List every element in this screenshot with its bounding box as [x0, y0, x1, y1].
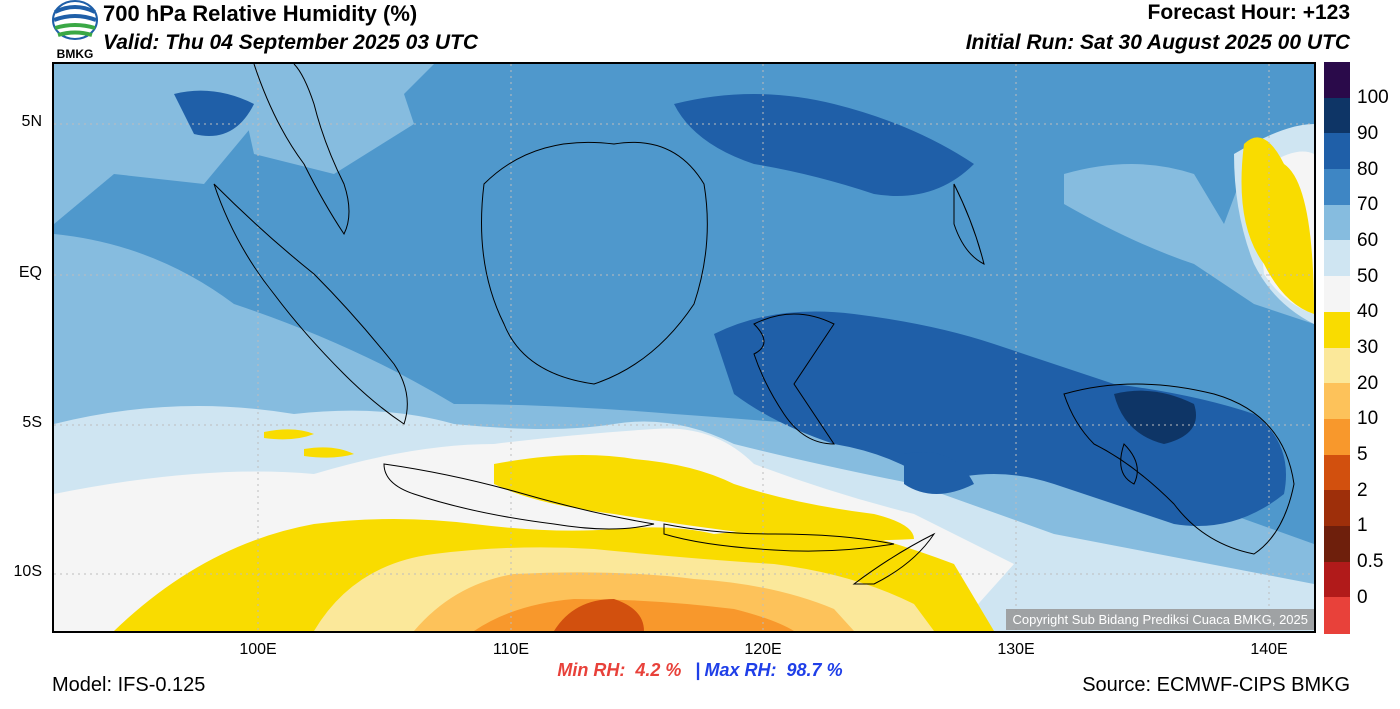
colorbar-segment [1324, 133, 1350, 170]
lon-label-140e: 140E [1250, 641, 1288, 658]
colorbar-label: 1 [1357, 515, 1368, 537]
colorbar-segment [1324, 597, 1350, 634]
stats-separator: | [695, 660, 701, 680]
colorbar-label: 80 [1357, 158, 1379, 180]
sumatra-coast [213, 183, 408, 425]
field-2-5 [554, 599, 644, 631]
halmahera-coast [953, 183, 985, 265]
logo-text: BMKG [57, 47, 94, 60]
bmkg-logo-icon: BMKG [50, 0, 100, 61]
initial-run: Initial Run: Sat 30 August 2025 00 UTC [965, 31, 1350, 54]
rh-stats: Min RH: 4.2 % | Max RH: 98.7 % [0, 660, 1400, 681]
field-30-40-java-sea [494, 455, 914, 541]
colorbar-label: 10 [1357, 408, 1379, 430]
field-80-90-north [674, 94, 974, 196]
chart-title: 700 hPa Relative Humidity (%) [103, 1, 418, 26]
colorbar-segment [1324, 347, 1350, 384]
aru-coast [1120, 443, 1138, 485]
new-guinea-coast [1063, 383, 1295, 555]
colorbar-segment [1324, 97, 1350, 134]
colorbar-label: 60 [1357, 229, 1379, 251]
field-30-40-patch-west [264, 429, 314, 440]
colorbar-segment [1324, 561, 1350, 598]
coastlines [213, 64, 1295, 585]
colorbar-segment [1324, 525, 1350, 563]
colorbar-label: 20 [1357, 372, 1379, 394]
humidity-map[interactable] [52, 62, 1316, 633]
colorbar-segment [1324, 490, 1350, 527]
min-rh-label: Min RH: [557, 660, 626, 680]
borneo-coast [481, 141, 708, 385]
colorbar-segment [1324, 454, 1350, 491]
colorbar-segment [1324, 311, 1350, 348]
lat-label-5s: 5S [22, 414, 42, 431]
malaya-coast [253, 64, 350, 235]
colorbar-segment [1324, 169, 1350, 206]
colorbar-segment [1324, 276, 1350, 313]
colorbar-segment [1324, 418, 1350, 456]
valid-time: Valid: Thu 04 September 2025 03 UTC [103, 31, 479, 54]
field-80-90-east [714, 311, 1286, 526]
colorbar-label: 2 [1357, 479, 1368, 501]
field-60-70-malaya [234, 64, 414, 174]
lon-label-130e: 130E [997, 641, 1035, 658]
timor-coast [852, 532, 936, 585]
model-name: Model: IFS-0.125 [52, 674, 206, 696]
field-80-90-banda [904, 452, 974, 494]
lon-label-100e: 100E [239, 641, 277, 658]
field-30-40-pacific [1241, 137, 1314, 314]
colorbar-label: 5 [1357, 444, 1368, 466]
colorbar-label: 30 [1357, 337, 1379, 358]
forecast-hour: Forecast Hour: +123 [1147, 1, 1351, 24]
lat-label-5n: 5N [21, 113, 42, 130]
colorbar-segment [1324, 62, 1350, 99]
field-90-100 [1114, 390, 1196, 444]
java-coast [383, 463, 655, 530]
field-80-90-northwest [174, 90, 254, 136]
colorbar [1324, 62, 1350, 634]
colorbar-label: 0 [1357, 586, 1368, 608]
colorbar-segment [1324, 204, 1350, 241]
data-source: Source: ECMWF-CIPS BMKG [1082, 674, 1350, 696]
max-rh-value: 98.7 % [786, 660, 843, 680]
colorbar-label: 50 [1357, 265, 1379, 287]
copyright-notice: Copyright Sub Bidang Prediksi Cuaca BMKG… [1006, 609, 1314, 630]
field-30-40-patch-sumatra [304, 447, 354, 458]
colorbar-label: 40 [1357, 301, 1379, 323]
colorbar-label: 70 [1357, 194, 1379, 216]
colorbar-label: 100 [1357, 87, 1389, 109]
nusa-tenggara-coast [663, 523, 895, 552]
min-rh-value: 4.2 % [635, 660, 682, 680]
lat-label-eq: EQ [18, 264, 42, 281]
lon-label-120e: 120E [744, 641, 782, 658]
lon-label-110e: 110E [492, 641, 530, 658]
graticule [54, 64, 1314, 631]
colorbar-segment [1324, 383, 1350, 420]
lat-label-10s: 10S [13, 563, 42, 580]
max-rh-label: Max RH: [704, 660, 777, 680]
colorbar-label: 0.5 [1357, 551, 1384, 573]
colorbar-segment [1324, 240, 1350, 277]
colorbar-label: 90 [1357, 122, 1379, 144]
sulawesi-coast [753, 313, 835, 445]
